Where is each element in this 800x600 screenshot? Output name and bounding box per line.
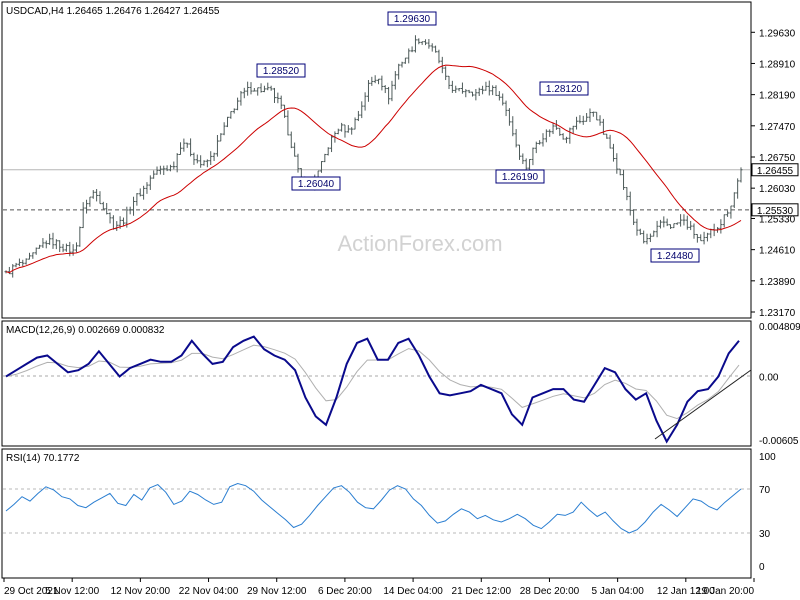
price-y-axis: 1.29630 1.28910 1.28190 1.27470 1.26750 1.260…	[751, 28, 796, 319]
rsi-panel-header: RSI(14) 70.1772	[6, 453, 80, 464]
annotation-box	[650, 248, 700, 263]
annotation-label: 1.29630	[394, 14, 431, 25]
y-tick-label: 0.00	[759, 372, 779, 383]
x-tick-label: 19 Jan 20:00	[696, 586, 754, 597]
y-tick-label: 1.24610	[759, 246, 796, 257]
moving-average-line	[5, 64, 742, 274]
price-panel-header: USDCAD,H4 1.26465 1.26476 1.26427 1.2645…	[6, 6, 220, 17]
badge-box	[751, 203, 799, 217]
y-tick-label: 0	[759, 562, 765, 573]
badge-label: 1.26455	[757, 166, 794, 177]
annotation-label: 1.26190	[502, 172, 539, 183]
annotation-label: 1.28120	[546, 84, 583, 95]
annotation-label: 1.26040	[298, 179, 335, 190]
x-tick-label: 29 Nov 12:00	[247, 586, 307, 597]
annotation-low-1: 1.26040	[291, 176, 341, 191]
macd-y-axis: 0.004809 0.00 -0.00605	[759, 322, 800, 447]
x-tick-label: 29 Oct 2021	[4, 586, 59, 597]
macd-line	[5, 335, 740, 444]
x-tick-label: 21 Dec 12:00	[452, 586, 512, 597]
y-tick-label: -0.00605	[759, 436, 799, 447]
rsi-y-axis: 100 70 30 0	[759, 452, 776, 573]
x-tick-label: 22 Nov 04:00	[179, 586, 239, 597]
annotation-box	[256, 63, 306, 78]
x-tick-label: 12 Jan 12:00	[657, 586, 715, 597]
annotation-high-3: 1.28120	[539, 81, 589, 96]
current-price-badge: 1.26455	[751, 163, 799, 177]
annotation-label: 1.28520	[263, 66, 300, 77]
annotation-label: 1.24480	[657, 251, 694, 262]
y-tick-label: 1.28190	[759, 91, 796, 102]
y-tick-label: 1.25330	[759, 214, 796, 225]
y-tick-label: 1.23170	[759, 308, 796, 319]
y-tick-label: 0.004809	[759, 322, 800, 333]
y-tick-label: 30	[759, 529, 771, 540]
badge-label: 1.25530	[757, 206, 794, 217]
x-tick-label: 28 Dec 20:00	[520, 586, 580, 597]
macd-signal-line	[5, 344, 740, 420]
watermark-text: ActionForex.com	[337, 231, 502, 256]
y-tick-label: 1.23890	[759, 277, 796, 288]
annotation-box	[387, 11, 437, 26]
y-tick-label: 100	[759, 452, 776, 463]
annotation-low-3: 1.24480	[650, 248, 700, 263]
annotation-box	[495, 169, 545, 184]
x-tick-label: 6 Dec 20:00	[318, 586, 372, 597]
annotation-high-2: 1.29630	[387, 11, 437, 26]
support-level-badge: 1.25530	[751, 203, 799, 217]
y-tick-label: 1.29630	[759, 28, 796, 39]
annotation-box	[539, 81, 589, 96]
annotation-high-1: 1.28520	[256, 63, 306, 78]
x-tick-label: 12 Nov 20:00	[111, 586, 171, 597]
macd-panel-frame	[1, 320, 752, 447]
x-tick-label: 5 Nov 12:00	[45, 586, 99, 597]
rsi-line	[5, 482, 742, 534]
y-tick-label: 1.28910	[759, 59, 796, 70]
price-panel-frame	[1, 1, 752, 319]
x-tick-label: 14 Dec 04:00	[383, 586, 443, 597]
y-tick-label: 70	[759, 485, 771, 496]
badge-box	[751, 163, 799, 177]
rsi-panel-frame	[1, 448, 752, 579]
x-tick-label: 5 Jan 04:00	[592, 586, 645, 597]
macd-panel-header: MACD(12,26,9) 0.002669 0.000832	[6, 325, 165, 336]
y-tick-label: 1.26750	[759, 153, 796, 164]
annotation-box	[291, 176, 341, 191]
y-tick-label: 1.27470	[759, 122, 796, 133]
macd-trendline	[654, 369, 752, 440]
y-tick-label: 1.26030	[759, 184, 796, 195]
annotation-low-2: 1.26190	[495, 169, 545, 184]
